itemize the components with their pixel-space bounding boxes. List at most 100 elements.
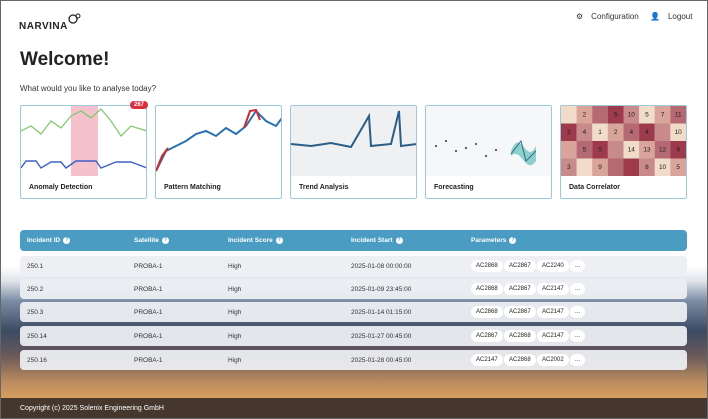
table-cell: PROBA-1 (134, 286, 163, 293)
column-header: Incident Start? (351, 237, 403, 244)
analysis-card[interactable]: 2 5 10 5 7 11 2 4 1 2 4 4 10 5 5 14 13 12 9 3 9 8 10 5 Data Corr… (560, 105, 687, 199)
heatmap-cell (623, 141, 640, 159)
parameter-chip[interactable]: AC2868 (471, 283, 503, 295)
heatmap-cell (607, 123, 624, 141)
heatmap-cell (592, 106, 608, 124)
card-badge: 267 (129, 101, 148, 109)
card-label[interactable]: Anomaly Detection (29, 184, 93, 191)
card-label[interactable]: Pattern Matching (164, 184, 221, 191)
parameter-chip[interactable]: AC2147 (537, 330, 569, 342)
heatmap-label: 9 (676, 146, 680, 153)
table-row[interactable]: 250.3 PROBA-1 High 2025-01-14 01:15:00 AC286… (20, 302, 687, 322)
parameter-chip[interactable]: AC2147 (537, 283, 569, 295)
parameter-chip[interactable]: AC2867 (504, 306, 536, 318)
more-chip[interactable]: ... (570, 260, 586, 272)
heatmap-label: 12 (659, 146, 667, 153)
help-icon[interactable]: ? (161, 237, 169, 244)
parameter-chip[interactable]: AC2002 (537, 354, 569, 366)
heatmap-label: 11 (675, 111, 682, 118)
card-label[interactable]: Forecasting (434, 184, 474, 191)
nav-label[interactable]: Logout (667, 12, 693, 21)
heatmap-cell (592, 141, 608, 159)
table-cell: High (228, 309, 242, 316)
table-cell: 2025-01-14 01:15:00 (351, 309, 412, 316)
heatmap-label: 1 (598, 129, 602, 136)
heatmap-label: 5 (645, 111, 649, 118)
heatmap-cell (561, 123, 577, 141)
analysis-card[interactable]: Trend Analysis (290, 105, 417, 199)
heatmap-cell (670, 123, 686, 141)
help-icon[interactable]: ? (395, 237, 403, 244)
column-header-text: Incident ID (27, 237, 61, 245)
card-thumbnail (291, 106, 416, 176)
parameter-chip[interactable]: AC2867 (504, 260, 536, 272)
table-row[interactable]: 250.1 PROBA-1 High 2025-01-08 00:00:00 AC286… (20, 256, 687, 276)
parameter-chip[interactable]: AC2868 (504, 330, 536, 342)
column-header: Incident ID? (27, 237, 71, 245)
heatmap-label: 3 (567, 164, 571, 171)
nav-label[interactable]: Configuration (591, 12, 639, 21)
heatmap-label: 7 (661, 111, 665, 118)
heatmap-cell (592, 158, 608, 176)
table-cell: High (228, 333, 242, 340)
table-cell: 2025-01-27 00:45:00 (351, 333, 412, 340)
card-thumbnail (21, 106, 146, 176)
column-header-text: Incident Score (228, 237, 273, 245)
parameter-chip[interactable]: AC2868 (504, 354, 536, 366)
column-header: Incident Score? (228, 237, 283, 244)
parameter-chip[interactable]: AC2867 (471, 330, 503, 342)
help-icon[interactable]: ? (509, 237, 517, 244)
nav-configuration[interactable]: ⚙ Configuration (576, 12, 639, 21)
table-cell: PROBA-1 (134, 357, 163, 364)
parameter-chip[interactable]: AC2240 (537, 260, 569, 272)
nav-logout[interactable]: 👤 Logout (650, 12, 693, 21)
parameter-chip[interactable]: AC2147 (537, 306, 569, 318)
table-row[interactable]: 250.16 PROBA-1 High 2025-01-28 00:45:00 AC21… (20, 350, 687, 370)
parameter-chip[interactable]: AC2868 (471, 260, 503, 272)
heatmap-cell (654, 158, 671, 176)
table-cell: PROBA-1 (134, 263, 163, 270)
logo-text: NARVINA (19, 21, 68, 32)
heatmap-label: 8 (645, 164, 649, 171)
copyright: Copyright (c) 2025 Solenix Engineering G… (20, 405, 164, 412)
help-icon[interactable]: ? (63, 237, 71, 244)
heatmap-cell (607, 106, 624, 124)
logo: NARVINA (19, 13, 82, 32)
analysis-card[interactable]: Forecasting (425, 105, 552, 199)
more-chip[interactable]: ... (570, 283, 586, 295)
more-chip[interactable]: ... (570, 354, 586, 366)
parameter-chip[interactable]: AC2867 (504, 283, 536, 295)
table-cell: 250.3 (27, 309, 44, 316)
heatmap-label: 9 (598, 164, 602, 171)
analysis-card[interactable]: Anomaly Detection 267 (20, 101, 148, 199)
heatmap-label: 2 (614, 129, 618, 136)
heatmap-cell (654, 141, 671, 159)
card-label[interactable]: Data Correlator (569, 184, 620, 191)
heatmap-cell (561, 106, 577, 124)
table-cell: PROBA-1 (134, 333, 163, 340)
column-header: Satellite? (134, 237, 169, 244)
parameter-chip[interactable]: AC2147 (471, 354, 503, 366)
table-row[interactable]: 250.14 PROBA-1 High 2025-01-27 00:45:00 AC28… (20, 326, 687, 346)
heatmap-label: 4 (645, 129, 649, 136)
heatmap-label: 2 (583, 111, 587, 118)
heatmap-cell (654, 123, 671, 141)
card-thumbnail: 2 5 10 5 7 112 4 1 2 4 4 105 5 14 13 12 93 9 8 10 5 (561, 106, 686, 176)
analysis-card[interactable]: Pattern Matching (155, 105, 282, 199)
table-cell: 250.16 (27, 357, 47, 364)
table-cell: High (228, 263, 242, 270)
more-chip[interactable]: ... (570, 306, 586, 318)
heatmap-cell (639, 106, 655, 124)
heatmap-cell (654, 106, 671, 124)
help-icon[interactable]: ? (275, 237, 283, 244)
table-row[interactable]: 250.2 PROBA-1 High 2025-01-09 23:45:00 AC286… (20, 279, 687, 299)
table-cell: PROBA-1 (134, 309, 163, 316)
table-cell: High (228, 357, 242, 364)
heatmap-cell (639, 141, 655, 159)
parameter-chip[interactable]: AC2868 (471, 306, 503, 318)
heatmap-label: 4 (583, 129, 587, 136)
card-label[interactable]: Trend Analysis (299, 184, 349, 191)
table-cell: 2025-01-08 00:00:00 (351, 263, 412, 270)
heatmap-label: 10 (675, 129, 683, 136)
more-chip[interactable]: ... (570, 330, 586, 342)
